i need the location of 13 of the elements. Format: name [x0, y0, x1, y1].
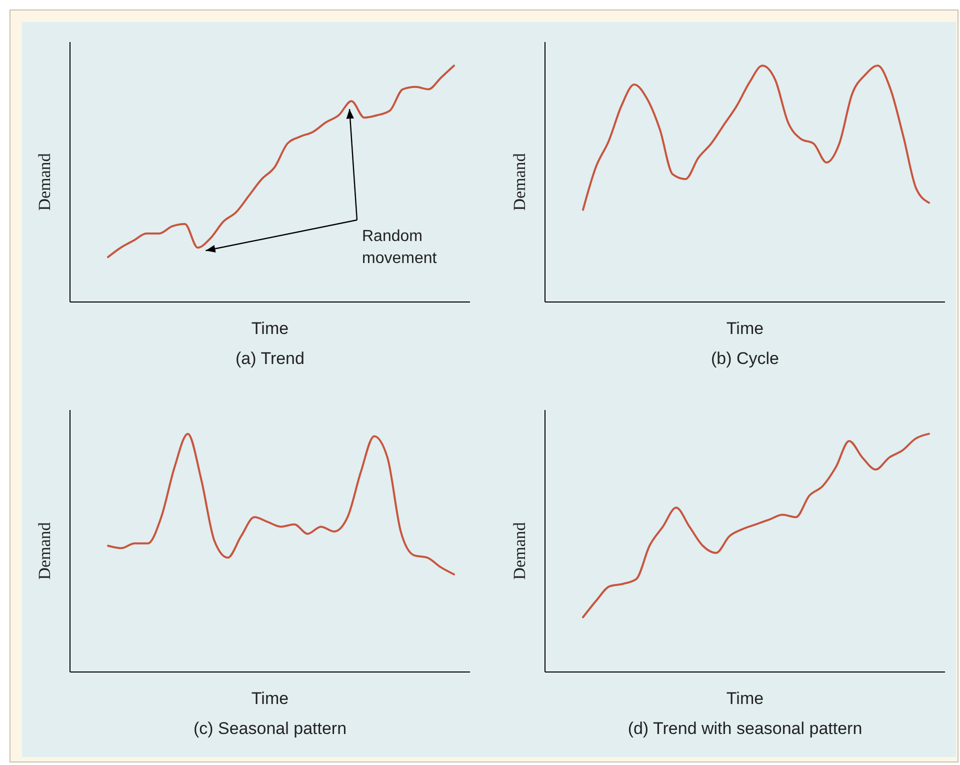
text: (b) Cycle	[710, 349, 780, 368]
y-axis-title: Demand	[35, 152, 54, 211]
x-axis-title: Time	[251, 319, 289, 338]
x-axis-title: Time	[251, 689, 289, 708]
y-axis-title: Demand	[35, 522, 54, 580]
x-axis-title: Time	[726, 319, 764, 338]
text: (d) Trend with seasonal pattern	[628, 719, 862, 738]
x-axis-title: Time	[726, 689, 764, 708]
text: (c) Seasonal pattern	[193, 719, 347, 738]
annotation: Random movement	[362, 228, 438, 267]
y-axis-title: Demand	[510, 522, 529, 580]
y-axis-title: Demand	[510, 152, 529, 211]
text: (a) Trend	[236, 349, 304, 368]
